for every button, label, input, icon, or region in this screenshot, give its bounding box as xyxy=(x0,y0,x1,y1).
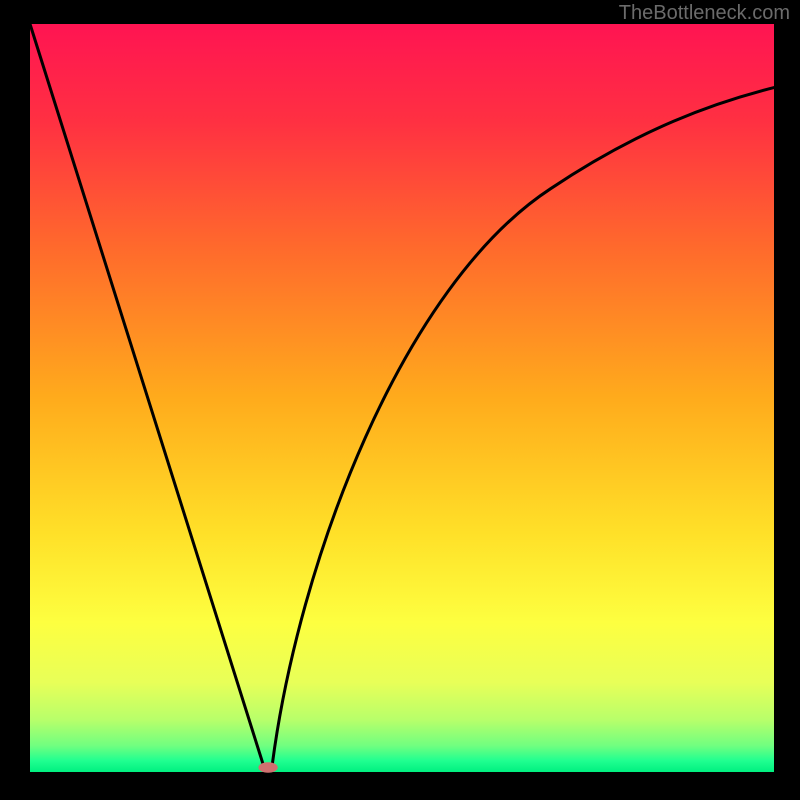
chart-container: TheBottleneck.com xyxy=(0,0,800,800)
watermark-text: TheBottleneck.com xyxy=(619,2,790,25)
chart-svg xyxy=(0,0,800,800)
